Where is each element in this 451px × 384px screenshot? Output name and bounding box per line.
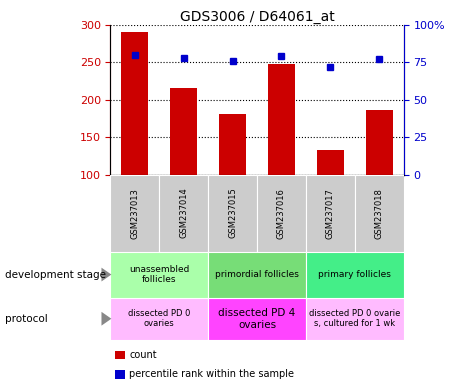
Polygon shape xyxy=(101,312,111,326)
Text: dissected PD 0 ovarie
s, cultured for 1 wk: dissected PD 0 ovarie s, cultured for 1 … xyxy=(309,309,400,328)
Bar xyxy=(219,114,246,175)
Bar xyxy=(257,175,306,252)
Bar xyxy=(159,175,208,252)
Bar xyxy=(170,88,197,175)
Text: primary follicles: primary follicles xyxy=(318,270,391,279)
Bar xyxy=(355,175,404,252)
Text: GSM237014: GSM237014 xyxy=(179,188,188,238)
Bar xyxy=(306,252,404,298)
Bar xyxy=(366,110,393,175)
Bar xyxy=(306,298,404,340)
Text: count: count xyxy=(129,350,157,360)
Bar xyxy=(208,298,306,340)
Text: dissected PD 4
ovaries: dissected PD 4 ovaries xyxy=(218,308,296,329)
Text: GSM237018: GSM237018 xyxy=(375,188,384,238)
Title: GDS3006 / D64061_at: GDS3006 / D64061_at xyxy=(179,10,335,24)
Bar xyxy=(317,150,344,175)
Bar xyxy=(115,370,125,379)
Polygon shape xyxy=(101,268,111,281)
Text: dissected PD 0
ovaries: dissected PD 0 ovaries xyxy=(128,309,190,328)
Text: protocol: protocol xyxy=(5,314,47,324)
Text: percentile rank within the sample: percentile rank within the sample xyxy=(129,369,295,379)
Text: unassembled
follicles: unassembled follicles xyxy=(129,265,189,284)
Text: development stage: development stage xyxy=(5,270,106,280)
Text: primordial follicles: primordial follicles xyxy=(215,270,299,279)
Bar xyxy=(306,175,355,252)
Bar xyxy=(268,64,295,175)
Text: GSM237016: GSM237016 xyxy=(277,188,286,238)
Text: GSM237015: GSM237015 xyxy=(228,188,237,238)
Bar xyxy=(110,252,208,298)
Bar xyxy=(208,175,257,252)
Bar xyxy=(110,298,208,340)
Bar xyxy=(110,175,159,252)
Bar xyxy=(208,252,306,298)
Text: GSM237013: GSM237013 xyxy=(130,188,139,238)
Text: GSM237017: GSM237017 xyxy=(326,188,335,238)
Bar xyxy=(121,32,148,175)
Bar xyxy=(115,351,125,359)
